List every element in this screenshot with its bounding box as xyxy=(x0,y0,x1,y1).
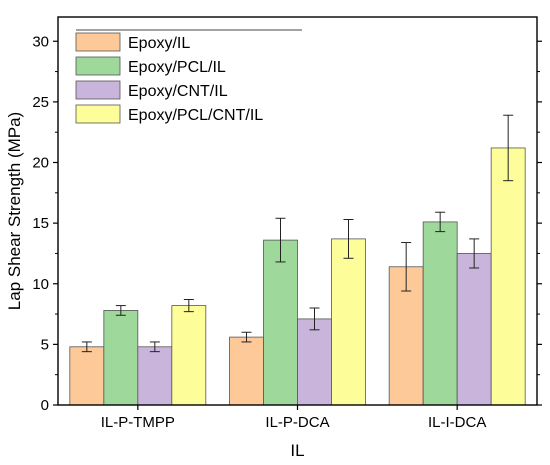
y-axis-title: Lap Shear Strength (MPa) xyxy=(5,112,24,310)
legend-swatch xyxy=(75,56,121,76)
bar xyxy=(263,239,298,406)
bar xyxy=(171,305,207,406)
bar xyxy=(456,253,492,406)
bar xyxy=(69,346,105,406)
x-tick-label: IL-I-DCA xyxy=(428,414,486,431)
bar xyxy=(297,318,332,406)
bar xyxy=(103,310,139,406)
bar xyxy=(490,147,526,406)
bars-layer xyxy=(69,114,526,406)
legend: Epoxy/IL Epoxy/PCL/IL Epoxy/CNT/IL Epoxy/PC… xyxy=(75,29,302,124)
legend-swatch xyxy=(75,80,121,100)
y-tick-label: 30 xyxy=(32,33,49,50)
y-tick-label: 10 xyxy=(32,276,49,293)
bar xyxy=(137,346,173,406)
legend-label: Epoxy/PCL/IL xyxy=(128,59,226,76)
y-tick-label: 0 xyxy=(41,397,49,414)
axis-ticks: IL-P-TMPP IL-P-DCA IL-I-DCA 0 5 10 15 20 25 30 xyxy=(32,33,542,431)
y-tick-label: 25 xyxy=(32,94,49,111)
legend-label: Epoxy/CNT/IL xyxy=(128,83,228,100)
legend-swatch xyxy=(75,32,121,52)
bar xyxy=(229,336,264,406)
x-axis-title: IL xyxy=(290,441,304,460)
x-tick-label: IL-P-TMPP xyxy=(101,414,175,431)
legend-swatch xyxy=(75,104,121,124)
y-tick-label: 20 xyxy=(32,155,49,172)
legend-label: Epoxy/IL xyxy=(128,35,190,52)
y-tick-label: 5 xyxy=(41,336,49,353)
bar xyxy=(422,221,458,406)
bar xyxy=(331,238,366,406)
legend-label: Epoxy/PCL/CNT/IL xyxy=(128,107,263,124)
y-tick-label: 15 xyxy=(32,215,49,232)
x-tick-label: IL-P-DCA xyxy=(265,414,329,431)
